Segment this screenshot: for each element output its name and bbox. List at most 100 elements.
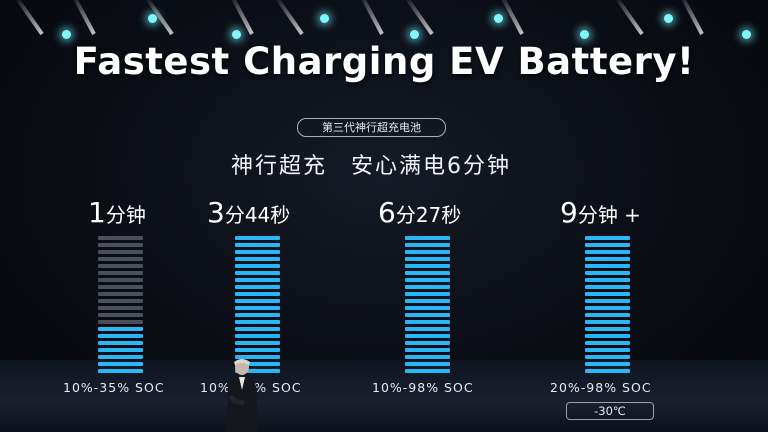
light-beam bbox=[613, 0, 644, 36]
slide-subtitle: 神行超充 安心满电6分钟 bbox=[231, 154, 511, 179]
battery-generation-badge: 第三代神行超充电池 bbox=[297, 118, 446, 137]
soc-range-label: 10%-35% SOC bbox=[63, 380, 165, 395]
battery-segment bbox=[235, 348, 280, 352]
charge-time-unit: 分44秒 bbox=[224, 203, 291, 227]
stage-light bbox=[320, 14, 329, 23]
battery-segment bbox=[235, 292, 280, 296]
charge-time-label: 6分27秒 bbox=[378, 196, 461, 229]
battery-segment bbox=[585, 327, 630, 331]
battery-level-bars bbox=[585, 236, 630, 373]
battery-segment bbox=[235, 327, 280, 331]
battery-segment bbox=[235, 334, 280, 338]
battery-segment bbox=[235, 355, 280, 359]
battery-segment bbox=[405, 306, 450, 310]
battery-segment bbox=[98, 299, 143, 303]
battery-segment bbox=[585, 306, 630, 310]
battery-segment bbox=[405, 369, 450, 373]
light-beam bbox=[678, 0, 704, 35]
battery-segment bbox=[405, 355, 450, 359]
battery-segment bbox=[235, 362, 280, 366]
battery-segment bbox=[585, 299, 630, 303]
battery-segment bbox=[585, 320, 630, 324]
battery-segment bbox=[98, 355, 143, 359]
battery-segment bbox=[405, 313, 450, 317]
charge-time-number: 9 bbox=[560, 196, 578, 229]
battery-segment bbox=[585, 236, 630, 240]
battery-level-bars bbox=[405, 236, 450, 373]
battery-segment bbox=[98, 313, 143, 317]
battery-segment bbox=[405, 285, 450, 289]
battery-segment bbox=[98, 348, 143, 352]
battery-segment bbox=[405, 320, 450, 324]
battery-segment bbox=[98, 257, 143, 261]
stage-light bbox=[62, 30, 71, 39]
battery-segment bbox=[405, 327, 450, 331]
battery-segment bbox=[585, 362, 630, 366]
battery-segment bbox=[585, 355, 630, 359]
battery-segment bbox=[98, 271, 143, 275]
battery-segment bbox=[235, 299, 280, 303]
battery-segment bbox=[585, 292, 630, 296]
light-beam bbox=[403, 0, 434, 36]
battery-segment bbox=[235, 306, 280, 310]
battery-segment bbox=[235, 285, 280, 289]
battery-segment bbox=[405, 341, 450, 345]
battery-segment bbox=[585, 264, 630, 268]
battery-segment bbox=[98, 236, 143, 240]
battery-segment bbox=[585, 243, 630, 247]
charge-time-number: 6 bbox=[378, 196, 396, 229]
stage-light bbox=[742, 30, 751, 39]
stage-light bbox=[410, 30, 419, 39]
battery-segment bbox=[98, 306, 143, 310]
charge-time-label: 3分44秒 bbox=[207, 196, 290, 229]
stage-light bbox=[664, 14, 673, 23]
battery-segment bbox=[235, 243, 280, 247]
battery-level-bars bbox=[235, 236, 280, 373]
battery-segment bbox=[98, 243, 143, 247]
charge-time-unit: 分钟 + bbox=[577, 203, 641, 227]
battery-segment bbox=[405, 257, 450, 261]
battery-segment bbox=[405, 292, 450, 296]
charge-time-unit: 分27秒 bbox=[395, 203, 462, 227]
light-beam bbox=[13, 0, 44, 36]
battery-segment bbox=[585, 271, 630, 275]
battery-segment bbox=[405, 348, 450, 352]
battery-segment bbox=[98, 264, 143, 268]
battery-segment bbox=[585, 348, 630, 352]
battery-segment bbox=[98, 320, 143, 324]
battery-segment bbox=[98, 334, 143, 338]
charge-time-label: 9分钟 + bbox=[560, 196, 641, 229]
battery-segment bbox=[585, 334, 630, 338]
stage-light bbox=[494, 14, 503, 23]
light-beam bbox=[70, 0, 96, 35]
soc-range-label: 20%-98% SOC bbox=[550, 380, 652, 395]
soc-range-label: 10%-98% SOC bbox=[372, 380, 474, 395]
headline: Fastest Charging EV Battery! bbox=[73, 40, 695, 83]
battery-segment bbox=[235, 264, 280, 268]
battery-segment bbox=[405, 264, 450, 268]
stage-light bbox=[580, 30, 589, 39]
battery-level-bars bbox=[98, 236, 143, 373]
battery-segment bbox=[405, 250, 450, 254]
battery-segment bbox=[585, 341, 630, 345]
battery-segment bbox=[235, 369, 280, 373]
battery-segment bbox=[405, 271, 450, 275]
charge-time-number: 3 bbox=[207, 196, 225, 229]
battery-segment bbox=[585, 313, 630, 317]
battery-segment bbox=[405, 243, 450, 247]
battery-segment bbox=[585, 278, 630, 282]
battery-segment bbox=[98, 292, 143, 296]
battery-segment bbox=[405, 334, 450, 338]
battery-segment bbox=[98, 327, 143, 331]
battery-segment bbox=[235, 313, 280, 317]
battery-segment bbox=[235, 271, 280, 275]
battery-segment bbox=[235, 278, 280, 282]
light-beam bbox=[273, 0, 304, 36]
light-beam bbox=[228, 0, 254, 35]
light-beam bbox=[358, 0, 384, 35]
battery-segment bbox=[235, 341, 280, 345]
battery-segment bbox=[98, 341, 143, 345]
battery-segment bbox=[585, 285, 630, 289]
battery-segment bbox=[98, 362, 143, 366]
presenter-figure bbox=[226, 359, 258, 432]
